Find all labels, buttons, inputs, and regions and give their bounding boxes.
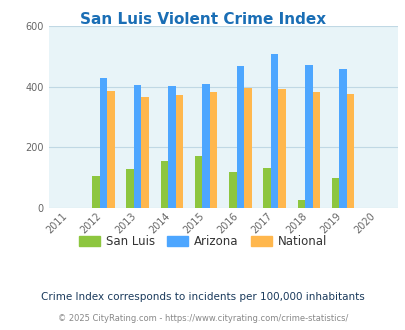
Legend: San Luis, Arizona, National: San Luis, Arizona, National [74, 231, 331, 253]
Bar [339, 69, 346, 208]
Bar [270, 53, 278, 208]
Bar [175, 95, 183, 208]
Bar [263, 168, 270, 208]
Bar [346, 94, 354, 208]
Text: Crime Index corresponds to incidents per 100,000 inhabitants: Crime Index corresponds to incidents per… [41, 292, 364, 302]
Bar [126, 169, 134, 208]
Bar [134, 85, 141, 208]
Bar [194, 156, 202, 208]
Bar [305, 65, 312, 208]
Bar [278, 89, 285, 208]
Bar [168, 86, 175, 208]
Bar [92, 176, 100, 208]
Bar [297, 200, 305, 208]
Bar [160, 161, 168, 208]
Text: © 2025 CityRating.com - https://www.cityrating.com/crime-statistics/: © 2025 CityRating.com - https://www.city… [58, 314, 347, 323]
Bar [100, 79, 107, 208]
Bar [236, 66, 243, 208]
Text: San Luis Violent Crime Index: San Luis Violent Crime Index [80, 12, 325, 26]
Bar [209, 92, 217, 208]
Bar [228, 172, 236, 208]
Bar [202, 84, 209, 208]
Bar [141, 97, 149, 208]
Bar [312, 92, 320, 208]
Bar [107, 91, 115, 208]
Bar [243, 88, 251, 208]
Bar [331, 178, 339, 208]
